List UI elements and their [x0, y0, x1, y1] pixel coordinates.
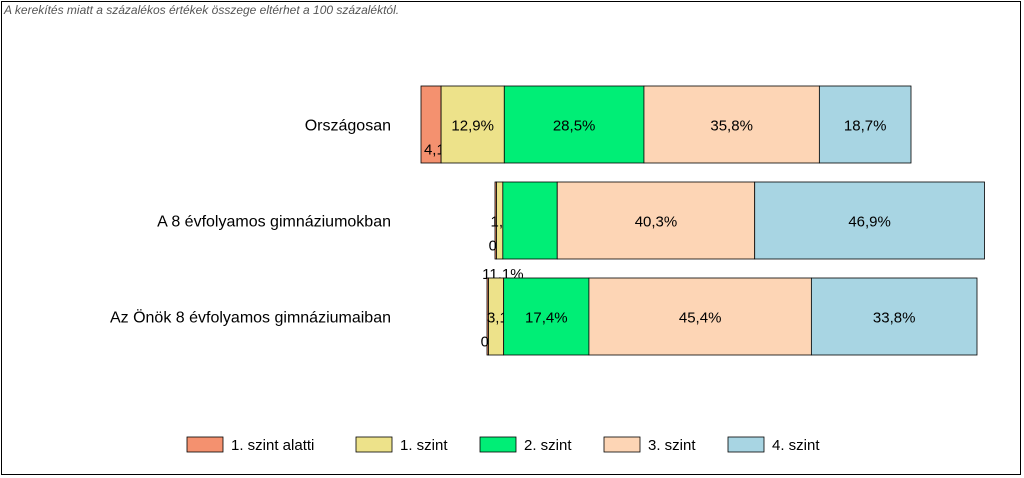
- legend-swatch: [186, 436, 224, 453]
- legend-label: 1. szint alatti: [231, 437, 314, 454]
- bar-segment: [503, 85, 645, 164]
- legend-label: 2. szint: [524, 437, 572, 454]
- data-label: 28,5%: [553, 118, 596, 135]
- data-label: 12,9%: [451, 118, 494, 135]
- data-label: 17,4%: [525, 310, 568, 327]
- bar-segment: [556, 181, 756, 260]
- data-label: 33,8%: [873, 310, 916, 327]
- legend-label: 1. szint: [400, 437, 448, 454]
- bar-segment: [818, 85, 912, 164]
- legend-label: 3. szint: [648, 437, 696, 454]
- data-label: 45,4%: [679, 310, 722, 327]
- bar-segment: [810, 277, 978, 356]
- legend-swatch: [355, 436, 393, 453]
- bar-segment: [754, 181, 985, 260]
- category-label: A 8 évfolyamos gimnáziumokban: [157, 214, 391, 231]
- data-label: 46,9%: [848, 214, 891, 231]
- data-label: 35,8%: [710, 118, 753, 135]
- category-label: Az Önök 8 évfolyamos gimnáziumaiban: [110, 309, 391, 327]
- bar-segment: [502, 181, 558, 260]
- legend-swatch: [479, 436, 517, 453]
- category-label: Országosan: [305, 118, 391, 135]
- bar-segment: [440, 85, 505, 164]
- legend-swatch: [603, 436, 641, 453]
- legend-swatch: [727, 436, 765, 453]
- data-label: 40,3%: [635, 214, 678, 231]
- bar-segment: [588, 277, 812, 356]
- bar-segment: [503, 277, 590, 356]
- legend-label: 4. szint: [772, 437, 820, 454]
- data-label: 18,7%: [844, 118, 887, 135]
- rounding-note: A kerekítés miatt a százalékos értékek ö…: [4, 3, 400, 17]
